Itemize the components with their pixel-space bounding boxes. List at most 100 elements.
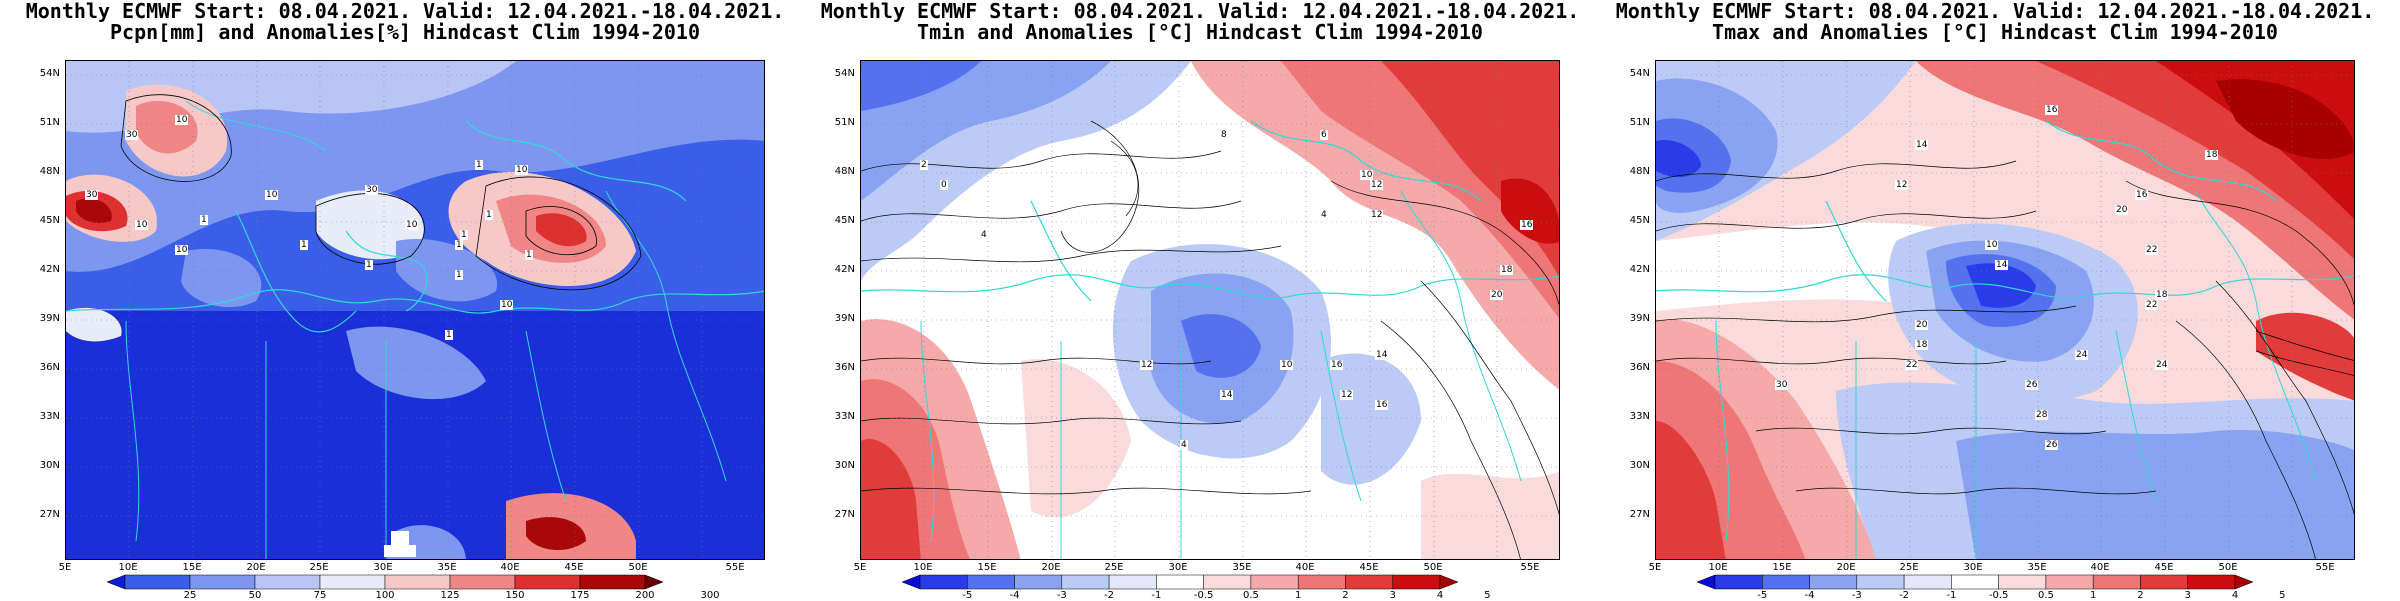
lon-label: 10E bbox=[118, 562, 138, 573]
lon-label: 35E bbox=[437, 562, 457, 573]
contour-value-label: 26 bbox=[2025, 380, 2039, 390]
contour-value-label: 4 bbox=[1180, 440, 1188, 450]
colorbar-swatch bbox=[1714, 574, 1763, 590]
contour-value-label: 1 bbox=[525, 250, 533, 260]
colorbar-tick-label: 2 bbox=[1342, 590, 1349, 601]
lat-label: 42N bbox=[1629, 264, 1650, 275]
contour-value-label: 1 bbox=[445, 330, 453, 340]
contour-value-label: 10 bbox=[265, 190, 279, 200]
contour-value-label: 12 bbox=[1140, 360, 1154, 370]
colorbar-tick-label: -4 bbox=[1009, 590, 1020, 601]
contour-value-label: 1 bbox=[460, 230, 468, 240]
colorbar-swatch bbox=[124, 574, 191, 590]
contour-value-label: 22 bbox=[2145, 245, 2159, 255]
lon-label: 50E bbox=[1423, 562, 1443, 573]
lat-label: 51N bbox=[834, 117, 855, 128]
colorbar-swatch bbox=[1998, 574, 2047, 590]
contour-value-label: 4 bbox=[1320, 210, 1328, 220]
lat-label: 51N bbox=[1629, 117, 1650, 128]
colorbar-tick-label: 1 bbox=[1294, 590, 1302, 601]
lon-label: 20E bbox=[246, 562, 266, 573]
colorbar-swatch bbox=[1951, 574, 1999, 590]
panel-tmin: Monthly ECMWF Start: 08.04.2021. Valid: … bbox=[805, 0, 1595, 601]
contour-value-label: 18 bbox=[1915, 340, 1929, 350]
lon-label: 5E bbox=[1648, 562, 1662, 573]
contour-value-label: 26 bbox=[2045, 440, 2059, 450]
contour-value-label: 1 bbox=[455, 240, 463, 250]
colorbar-tick-label: -4 bbox=[1804, 590, 1815, 601]
contour-value-label: 10 bbox=[175, 245, 189, 255]
contour-value-label: 1 bbox=[485, 210, 493, 220]
colorbar-swatch bbox=[384, 574, 451, 590]
contour-value-label: 22 bbox=[1905, 360, 1919, 370]
colorbar-swatch bbox=[189, 574, 256, 590]
contour-value-label: 18 bbox=[1500, 265, 1514, 275]
map-tmin bbox=[860, 60, 1560, 560]
map-precipitation bbox=[65, 60, 765, 560]
lon-label: 50E bbox=[628, 562, 648, 573]
lat-label: 36N bbox=[1629, 362, 1650, 373]
colorbar-swatch bbox=[514, 574, 581, 590]
lon-label: 15E bbox=[977, 562, 997, 573]
colorbar-tick-label: 1 bbox=[2089, 590, 2097, 601]
lat-label: 33N bbox=[834, 411, 855, 422]
map-canvas bbox=[861, 61, 1559, 559]
contour-value-label: 2 bbox=[920, 160, 928, 170]
lon-label: 10E bbox=[1708, 562, 1728, 573]
lon-label: 20E bbox=[1041, 562, 1061, 573]
panel-tmax: Monthly ECMWF Start: 08.04.2021. Valid: … bbox=[1600, 0, 2390, 601]
lat-label: 48N bbox=[39, 166, 60, 177]
lon-label: 25E bbox=[1899, 562, 1919, 573]
panel-precipitation: Monthly ECMWF Start: 08.04.2021. Valid: … bbox=[10, 0, 800, 601]
colorbar-tick-label: -5 bbox=[1757, 590, 1768, 601]
colorbar-tick-label: -5 bbox=[962, 590, 973, 601]
contour-value-label: 30 bbox=[365, 185, 379, 195]
contour-value-label: 12 bbox=[1895, 180, 1909, 190]
colorbar-tick-label: 0.5 bbox=[1242, 590, 1259, 601]
contour-value-label: 6 bbox=[1320, 130, 1328, 140]
lon-label: 45E bbox=[564, 562, 584, 573]
colorbar-tick-label: 300 bbox=[700, 590, 720, 601]
colorbar bbox=[106, 574, 664, 590]
colorbar-tick-label: 0.5 bbox=[2037, 590, 2054, 601]
lon-label: 40E bbox=[1295, 562, 1315, 573]
contour-value-label: 12 bbox=[1370, 210, 1384, 220]
lat-label: 39N bbox=[834, 313, 855, 324]
colorbar-swatch bbox=[1061, 574, 1110, 590]
lat-label: 39N bbox=[39, 313, 60, 324]
colorbar bbox=[901, 574, 1459, 590]
lat-label: 27N bbox=[1629, 509, 1650, 520]
colorbar-tick-label: 3 bbox=[1389, 590, 1396, 601]
contour-value-label: 10 bbox=[1985, 240, 1999, 250]
lat-label: 42N bbox=[834, 264, 855, 275]
contour-value-label: 10 bbox=[515, 165, 529, 175]
contour-value-label: 14 bbox=[1915, 140, 1929, 150]
map-tmax bbox=[1655, 60, 2355, 560]
contour-value-label: 28 bbox=[2035, 410, 2049, 420]
contour-value-label: 30 bbox=[1775, 380, 1789, 390]
colorbar-swatch bbox=[967, 574, 1015, 590]
panel-title-line2: Pcpn[mm] and Anomalies[%] Hindcast Clim … bbox=[109, 20, 700, 44]
contour-value-label: 24 bbox=[2075, 350, 2089, 360]
colorbar-swatch bbox=[1014, 574, 1063, 590]
lon-label: 55E bbox=[725, 562, 745, 573]
lon-label: 35E bbox=[2027, 562, 2047, 573]
contour-value-label: 12 bbox=[1340, 390, 1354, 400]
colorbar-tick-label: 5 bbox=[1484, 590, 1491, 601]
colorbar-tick-label: -3 bbox=[1056, 590, 1067, 601]
lat-label: 54N bbox=[834, 68, 855, 79]
contour-value-label: 1 bbox=[365, 260, 373, 270]
lat-label: 45N bbox=[39, 215, 60, 226]
lat-label: 36N bbox=[39, 362, 60, 373]
colorbar-swatch bbox=[1108, 574, 1157, 590]
contour-value-label: 20 bbox=[1490, 290, 1504, 300]
contour-value-label: 1 bbox=[475, 160, 483, 170]
lon-label: 15E bbox=[182, 562, 202, 573]
lat-label: 30N bbox=[834, 460, 855, 471]
colorbar-tick-label: 150 bbox=[505, 590, 525, 601]
lat-label: 27N bbox=[834, 509, 855, 520]
lon-label: 30E bbox=[1963, 562, 1983, 573]
contour-value-label: 8 bbox=[1220, 130, 1228, 140]
colorbar-tick-label: 25 bbox=[183, 590, 197, 601]
lat-label: 36N bbox=[834, 362, 855, 373]
